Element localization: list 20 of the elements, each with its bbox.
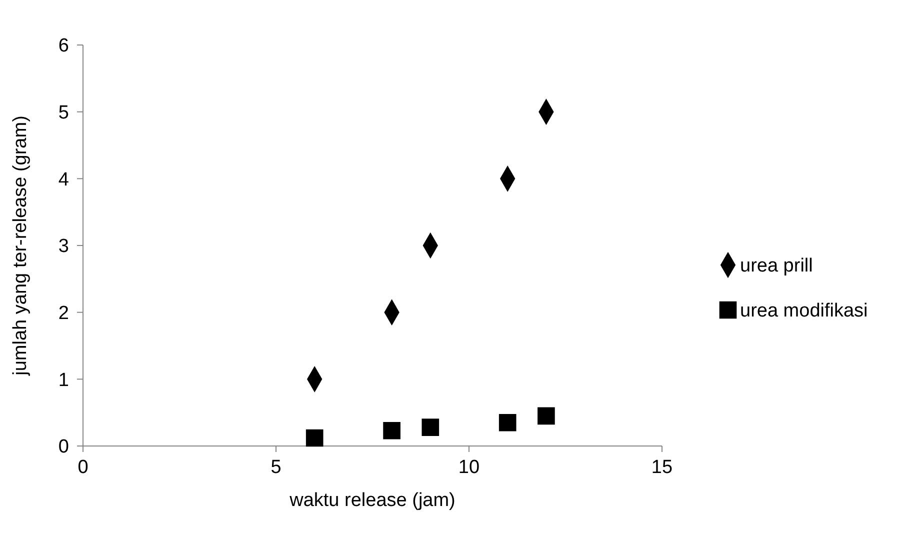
y-tick-label: 4 bbox=[58, 169, 70, 190]
legend-label: urea modifikasi bbox=[740, 300, 868, 322]
point bbox=[538, 407, 555, 425]
point bbox=[383, 422, 400, 440]
x-axis-title: waktu release (jam) bbox=[288, 490, 456, 511]
x-tick-label: 10 bbox=[458, 457, 480, 478]
point bbox=[306, 429, 324, 447]
x-tick-label: 0 bbox=[78, 457, 88, 478]
y-tick-label: 6 bbox=[58, 36, 69, 57]
legend-label: urea prill bbox=[740, 256, 813, 277]
point bbox=[422, 418, 440, 436]
y-tick-label: 2 bbox=[58, 302, 69, 324]
y-axis-title: jumlah yang ter-release (gram) bbox=[10, 116, 31, 376]
y-tick-label: 5 bbox=[58, 102, 69, 124]
x-tick-label: 5 bbox=[270, 457, 282, 478]
y-tick-label: 0 bbox=[58, 436, 69, 458]
point bbox=[498, 414, 516, 432]
y-tick-label: 3 bbox=[58, 236, 69, 258]
x-tick-label: 15 bbox=[651, 457, 673, 478]
y-tick-label: 1 bbox=[58, 370, 69, 391]
